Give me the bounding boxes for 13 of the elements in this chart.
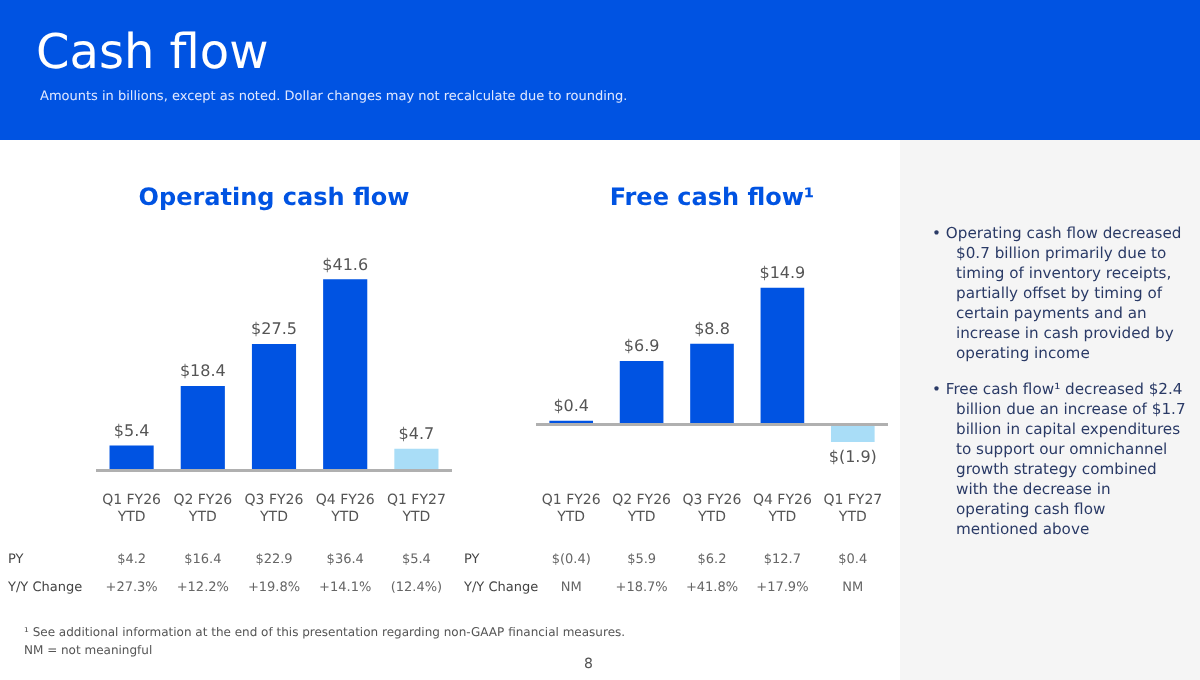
data-label: $(1.9)	[828, 448, 877, 467]
chart-title: Operating cash flow	[138, 182, 410, 211]
data-label: $0.4	[553, 396, 590, 415]
data-label: $5.4	[113, 421, 150, 440]
data-label: $27.5	[251, 320, 297, 339]
data-label: $4.7	[398, 424, 435, 443]
data-label: $6.9	[623, 337, 660, 356]
text: Cash flow	[36, 24, 269, 80]
chart-title: Free cash flow¹	[609, 182, 815, 211]
data-label: $41.6	[322, 255, 369, 274]
data-label: $8.8	[694, 319, 730, 338]
data-label: $14.9	[759, 263, 806, 282]
data-label: $18.4	[179, 362, 226, 381]
